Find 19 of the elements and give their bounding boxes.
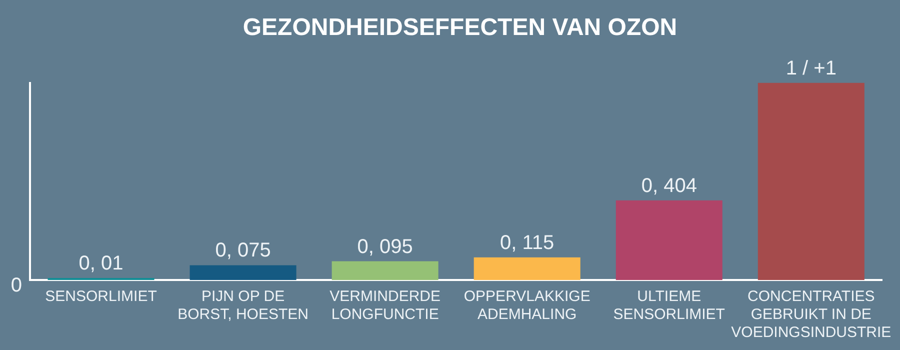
x-tick-label: PIJN OP DE BORST, HOESTEN xyxy=(178,288,308,324)
data-label: 1 / +1 xyxy=(786,57,836,80)
x-tick-label: OPPERVLAKKIGE ADEMHALING xyxy=(464,288,590,324)
bar xyxy=(332,261,438,280)
bar xyxy=(474,257,580,280)
data-label: 0, 095 xyxy=(357,236,413,258)
chart-title: GEZONDHEIDSEFFECTEN VAN OZON xyxy=(242,14,678,42)
bar xyxy=(616,200,722,280)
text: 0 xyxy=(10,274,22,297)
x-tick-label: ULTIEME SENSORLIMIET xyxy=(613,288,725,324)
x-tick-label: CONCENTRATIES GEBRUIKT IN DE VOEDINGSINDUSTRIE xyxy=(731,288,892,342)
data-label: 0, 075 xyxy=(215,240,271,262)
data-label: 0, 404 xyxy=(641,174,697,197)
bar xyxy=(758,82,864,280)
data-label: 0, 115 xyxy=(500,232,554,254)
x-tick-label: VERMINDERDE LONGFUNCTIE xyxy=(330,288,440,324)
bar xyxy=(190,265,296,280)
x-tick-label: SENSORLIMIET xyxy=(45,288,157,306)
data-label: 0, 01 xyxy=(78,252,124,275)
